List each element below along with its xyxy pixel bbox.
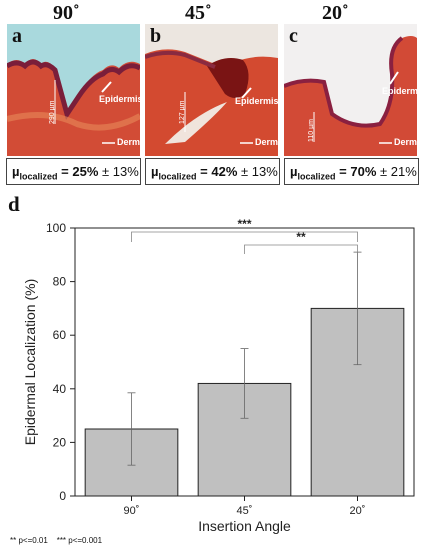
mu-symbol: µ	[151, 164, 159, 179]
y-tick-label: 40	[53, 382, 67, 396]
y-tick-label: 0	[59, 489, 66, 503]
panel-b-stat-box: µlocalized = 42% ± 13%	[145, 158, 280, 185]
significance-label-0: ***	[237, 217, 251, 231]
histology-image-a	[7, 24, 140, 156]
panel-b-mu-value: 42%	[211, 164, 238, 179]
panel-a-epidermis-label: Epidermis	[99, 94, 140, 104]
panel-b-dermis-label: Dermis	[255, 137, 278, 147]
histology-image-b	[145, 24, 278, 156]
y-tick-label: 60	[53, 328, 67, 342]
mu-subscript: localized	[297, 171, 336, 182]
panel-c-mu-error: ± 21%	[380, 164, 417, 179]
panel-c-mu-value: 70%	[350, 164, 377, 179]
panel-a-image: a Epidermis Dermis 290 µm	[7, 24, 140, 156]
footnote-p001: *** p<=0.001	[56, 536, 103, 545]
panel-a-mu-error: ± 13%	[102, 164, 139, 179]
mu-subscript: localized	[158, 171, 197, 182]
panel-a-letter: a	[12, 25, 22, 47]
panel-b-letter: b	[150, 25, 162, 47]
panel-c-image: c Epidermis Dermis 110 µm	[284, 24, 417, 156]
mu-subscript: localized	[19, 171, 58, 182]
mu-symbol: µ	[290, 164, 298, 179]
panel-d-letter: d	[8, 192, 20, 216]
panel-a-stat-box: µlocalized = 25% ± 13%	[6, 158, 141, 185]
panel-c-stat-box: µlocalized = 70% ± 21%	[284, 158, 419, 185]
panel-c-epidermis-label: Epidermis	[382, 86, 417, 96]
y-tick-label: 100	[46, 221, 66, 235]
panel-c-letter: c	[289, 25, 298, 47]
panel-a-angle: 90˚	[53, 2, 80, 24]
y-tick-label: 20	[53, 435, 67, 449]
panel-b-angle: 45˚	[185, 2, 212, 24]
significance-label-1: **	[296, 230, 306, 244]
significance-bracket-0	[131, 231, 358, 242]
panel-b-epidermis-label: Epidermis	[235, 96, 278, 106]
panel-a-dermis-label: Dermis	[117, 137, 140, 147]
x-tick-label: 90˚	[124, 505, 140, 517]
histology-image-c	[284, 24, 417, 156]
panel-c-dermis-label: Dermis	[394, 137, 417, 147]
panel-b-mu-error: ± 13%	[241, 164, 278, 179]
significance-bracket-1	[244, 244, 358, 254]
significance-footnote: ** p<=0.01 *** p<=0.001	[10, 536, 102, 545]
mu-symbol: µ	[12, 164, 20, 179]
panel-c-angle: 20˚	[322, 2, 349, 24]
x-tick-label: 45˚	[237, 505, 253, 517]
y-axis-label: Epidermal Localization (%)	[22, 279, 38, 446]
x-tick-label: 20˚	[350, 505, 366, 517]
footnote-p01: ** p<=0.01	[10, 536, 48, 545]
y-tick-label: 80	[53, 275, 67, 289]
x-axis-label: Insertion Angle	[198, 518, 291, 534]
panel-a-mu-value: 25%	[72, 164, 99, 179]
panel-b-image: b Epidermis Dermis 127 µm	[145, 24, 278, 156]
